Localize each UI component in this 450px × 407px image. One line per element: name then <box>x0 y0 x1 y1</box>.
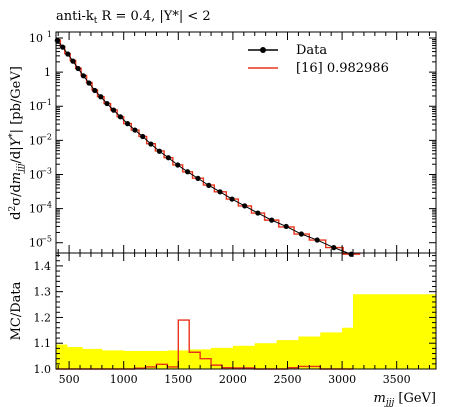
uncertainty-band-bin <box>276 340 299 369</box>
uncertainty-band-bin <box>342 327 354 369</box>
header-label-sub: t <box>94 16 98 26</box>
legend: Data [16] 0.982986 <box>248 43 389 76</box>
data-point <box>269 217 275 223</box>
ratio-mc-step-line <box>56 319 354 370</box>
main-y-tick-exponent: −2 <box>40 132 52 141</box>
ratio-panel-frame <box>55 252 437 370</box>
data-point <box>175 162 181 168</box>
data-point <box>156 148 163 154</box>
main-y-axis-label-part-2: σ/d <box>9 184 24 206</box>
main-y-tick-exponent: 1 <box>47 30 52 39</box>
data-point <box>229 196 235 202</box>
data-point <box>80 73 87 79</box>
legend-mc-label: [16] 0.982986 <box>296 61 389 76</box>
legend-data-label: Data <box>296 43 327 58</box>
data-point <box>86 80 92 86</box>
data-point <box>298 231 304 237</box>
data-point <box>148 141 154 147</box>
data-point <box>242 203 248 209</box>
data-point <box>217 189 223 195</box>
x-tick-label: 500 <box>59 373 80 386</box>
uncertainty-band-bin <box>123 350 147 369</box>
x-tick-label: 2500 <box>273 373 301 386</box>
uncertainty-band-bin <box>320 332 343 369</box>
main-y-axis-label-part-6: Y <box>9 136 24 146</box>
data-point <box>104 100 110 107</box>
ratio-y-tick-label: 1.0 <box>34 363 52 376</box>
data-point <box>75 65 81 72</box>
data-point <box>70 58 76 64</box>
x-axis-label-part-2: [GeV] <box>394 391 436 406</box>
main-y-tick-exponent: −3 <box>40 166 52 175</box>
data-point <box>184 169 191 175</box>
ratio-panel: 1.0 1.1 1.2 1.3 1.4 500 1000 1500 2000 2500 3000 3… <box>9 252 437 407</box>
ratio-y-tick-label: 1.4 <box>34 260 52 273</box>
data-point <box>124 121 131 127</box>
main-y-tick-exponent: −5 <box>40 235 52 244</box>
x-tick-label: 3500 <box>383 373 411 386</box>
data-point <box>54 37 60 44</box>
ratio-y-axis-label: MC/Data <box>9 281 24 340</box>
main-y-tick-label: 10 <box>29 32 43 45</box>
main-y-tick-label: 1 <box>44 66 51 79</box>
main-y-axis-label-part-5: /d| <box>9 146 24 163</box>
x-axis-label-part-0: m <box>374 391 386 406</box>
legend-data-marker <box>260 47 266 53</box>
data-point <box>283 223 289 230</box>
x-tick-label: 1500 <box>164 373 192 386</box>
uncertainty-band-bin <box>353 294 437 369</box>
data-point <box>140 133 146 140</box>
uncertainty-band-bin <box>211 347 234 369</box>
x-tick-label: 1000 <box>110 373 138 386</box>
ratio-y-tick-label: 1.1 <box>34 337 52 350</box>
uncertainty-band-bin <box>56 344 68 369</box>
header-label: anti-kt R = 0.4, |Y*| < 2 <box>56 9 211 26</box>
data-point <box>132 127 138 133</box>
data-point <box>65 51 71 57</box>
ratio-y-tick-label: 1.2 <box>34 311 52 324</box>
ratio-y-tick-label: 1.3 <box>34 286 52 299</box>
data-point <box>110 107 117 113</box>
main-y-tick-exponent: −4 <box>40 201 52 210</box>
main-y-axis-label-part-3: m <box>9 172 24 184</box>
data-point <box>206 182 212 188</box>
main-y-axis-label-part-8: | [pb/GeV] <box>9 66 24 133</box>
data-point <box>331 244 337 251</box>
uncertainty-band-bin <box>66 347 83 369</box>
uncertainty-band-bin <box>254 343 278 369</box>
data-point <box>165 155 171 161</box>
main-y-axis-label-part-7: * <box>8 133 18 138</box>
main-y-tick-label: 10 <box>29 237 43 250</box>
uncertainty-band-bin <box>82 348 103 369</box>
uncertainty-band-bin <box>101 350 125 369</box>
main-y-tick-exponent: −1 <box>40 98 52 107</box>
main-y-axis-label-part-1: 2 <box>8 206 18 212</box>
main-y-tick-label: 10 <box>29 134 43 147</box>
main-y-tick-label: 10 <box>29 203 43 216</box>
main-y-axis-label-part-0: d <box>9 212 24 220</box>
main-y-tick-label: 10 <box>29 168 43 181</box>
x-tick-label: 2000 <box>219 373 247 386</box>
main-y-axis-label: d2σ/dmjjj/d|Y*| [pb/GeV] <box>8 66 26 220</box>
data-point <box>98 94 104 100</box>
main-y-tick-label: 10 <box>29 100 43 113</box>
x-tick-label: 3000 <box>328 373 356 386</box>
data-point <box>314 237 320 243</box>
data-point <box>255 210 261 216</box>
data-point <box>117 114 124 120</box>
data-point <box>92 87 98 94</box>
uncertainty-band-bin <box>298 336 321 369</box>
main-y-axis-label-part-4: jjj <box>16 163 26 174</box>
data-point <box>195 175 201 181</box>
data-point <box>60 44 66 50</box>
x-axis-label: mjjj [GeV] <box>374 391 436 407</box>
x-axis-label-part-1: jjj <box>384 398 395 407</box>
uncertainty-band-bin <box>232 345 256 369</box>
